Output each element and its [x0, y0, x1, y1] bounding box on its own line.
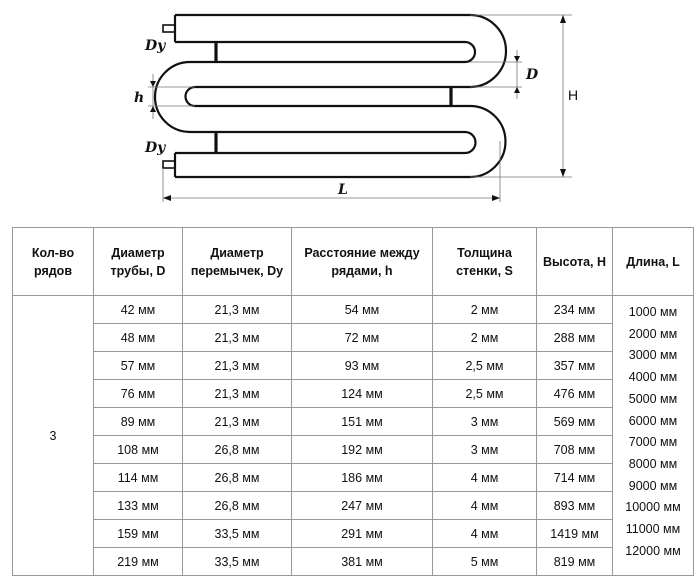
- rows-count-cell: 3: [12, 295, 94, 576]
- table-row: 108 мм 26,8 мм 192 мм 3 мм 708 мм: [13, 435, 694, 464]
- length-option: 1000 мм: [628, 305, 678, 319]
- label-h: h: [134, 90, 144, 106]
- header-row: Кол-во рядов Диаметр трубы, D Диаметр пере…: [12, 227, 694, 296]
- table-cell: 42 мм: [93, 295, 183, 324]
- table-cell: 21,3 мм: [182, 323, 292, 352]
- table-cell: 192 мм: [291, 435, 433, 464]
- table-row: 76 мм 21,3 мм 124 мм 2,5 мм 476 мм: [13, 379, 694, 408]
- table-cell: 714 мм: [536, 463, 613, 492]
- table-cell: 5 мм: [432, 547, 537, 576]
- table-cell: 3 мм: [432, 435, 537, 464]
- jumpers: [214, 42, 453, 153]
- table-cell: 72 мм: [291, 323, 433, 352]
- table-cell: 33,5 мм: [182, 519, 292, 548]
- column-header: Высота, H: [536, 227, 613, 296]
- table-cell: 57 мм: [93, 351, 183, 380]
- table-cell: 21,3 мм: [182, 295, 292, 324]
- table-cell: 133 мм: [93, 491, 183, 520]
- column-header: Диаметр перемычек, Dy: [182, 227, 292, 296]
- table-cell: 89 мм: [93, 407, 183, 436]
- table-cell: 2,5 мм: [432, 379, 537, 408]
- table-cell: 26,8 мм: [182, 491, 292, 520]
- table-cell: 108 мм: [93, 435, 183, 464]
- column-header: Диаметр трубы, D: [93, 227, 183, 296]
- table-cell: 247 мм: [291, 491, 433, 520]
- table-cell: 54 мм: [291, 295, 433, 324]
- table-row: 89 мм 21,3 мм 151 мм 3 мм 569 мм: [13, 407, 694, 436]
- length-option: 8000 мм: [628, 456, 678, 471]
- dimension-arrows: [150, 15, 566, 201]
- table-cell: 2 мм: [432, 295, 537, 324]
- table-cell: 234 мм: [536, 295, 613, 324]
- table-cell: 4 мм: [432, 519, 537, 548]
- table-cell: 2,5 мм: [432, 351, 537, 380]
- length-option: 9000 мм: [628, 478, 678, 493]
- length-option: 12000 мм: [625, 543, 681, 558]
- table-cell: 2 мм: [432, 323, 537, 352]
- table-row: 48 мм 21,3 мм 72 мм 2 мм 288 мм: [13, 323, 694, 352]
- table-row: 219 мм 33,5 мм 381 мм 5 мм 819 мм: [13, 547, 694, 576]
- serpentine-pipe: [153, 13, 508, 179]
- column-header: Кол-во рядов: [12, 227, 94, 296]
- label-d: D: [525, 67, 539, 83]
- lengths-cell: 1000 мм 2000 мм 3000 мм 4000 мм 5000 мм 6000 …: [612, 295, 694, 576]
- table-cell: 21,3 мм: [182, 407, 292, 436]
- column-header: Расстояние между рядами, h: [291, 227, 433, 296]
- table-cell: 124 мм: [291, 379, 433, 408]
- table-cell: 26,8 мм: [182, 463, 292, 492]
- table-cell: 288 мм: [536, 323, 613, 352]
- table-row: 133 мм 26,8 мм 247 мм 4 мм 893 мм: [13, 491, 694, 520]
- table-cell: 476 мм: [536, 379, 613, 408]
- table-cell: 708 мм: [536, 435, 613, 464]
- table-cell: 1419 мм: [536, 519, 613, 548]
- table-cell: 3 мм: [432, 407, 537, 436]
- table-cell: 819 мм: [536, 547, 613, 576]
- table-row: 3 42 мм 21,3 мм 54 мм 2 мм 234 мм 1000 мм 2000 …: [12, 295, 694, 576]
- table-cell: 48 мм: [93, 323, 183, 352]
- table-row: 57 мм 21,3 мм 93 мм 2,5 мм 357 мм: [13, 351, 694, 380]
- label-dy-top: Dy: [144, 38, 166, 54]
- length-option: 2000 мм: [628, 326, 678, 341]
- table-cell: 93 мм: [291, 351, 433, 380]
- length-option: 5000 мм: [628, 391, 678, 406]
- label-height: H: [568, 87, 578, 103]
- table-row: 114 мм 26,8 мм 186 мм 4 мм 714 мм: [13, 463, 694, 492]
- table-cell: 4 мм: [432, 491, 537, 520]
- length-option: 6000 мм: [628, 413, 678, 428]
- table-cell: 151 мм: [291, 407, 433, 436]
- length-option: 11000 мм: [625, 522, 681, 537]
- table-cell: 291 мм: [291, 519, 433, 548]
- column-header: Толщина стенки, S: [432, 227, 537, 296]
- table-cell: 381 мм: [291, 547, 433, 576]
- table-cell: 893 мм: [536, 491, 613, 520]
- table-cell: 21,3 мм: [182, 379, 292, 408]
- table-cell: 21,3 мм: [182, 351, 292, 380]
- length-option: 10000 мм: [625, 500, 681, 515]
- table-row: 159 мм 33,5 мм 291 мм 4 мм 1419 мм: [13, 519, 694, 548]
- table-cell: 357 мм: [536, 351, 613, 380]
- label-length: L: [337, 182, 348, 198]
- table-cell: 159 мм: [93, 519, 183, 548]
- table-cell: 76 мм: [93, 379, 183, 408]
- table-cell: 114 мм: [93, 463, 183, 492]
- specs-table: Кол-во рядов Диаметр трубы, D Диаметр пере…: [12, 227, 694, 576]
- table-cell: 4 мм: [432, 463, 537, 492]
- table-cell: 33,5 мм: [182, 547, 292, 576]
- register-diagram: Dy Dy D h H L: [134, 13, 578, 202]
- length-option: 3000 мм: [628, 348, 678, 363]
- length-option: 7000 мм: [628, 435, 678, 450]
- column-header: Длина, L: [612, 227, 694, 296]
- table-cell: 186 мм: [291, 463, 433, 492]
- table-cell: 219 мм: [93, 547, 183, 576]
- label-dy-bottom: Dy: [144, 140, 166, 156]
- table-cell: 569 мм: [536, 407, 613, 436]
- length-option: 4000 мм: [628, 370, 678, 385]
- table-cell: 26,8 мм: [182, 435, 292, 464]
